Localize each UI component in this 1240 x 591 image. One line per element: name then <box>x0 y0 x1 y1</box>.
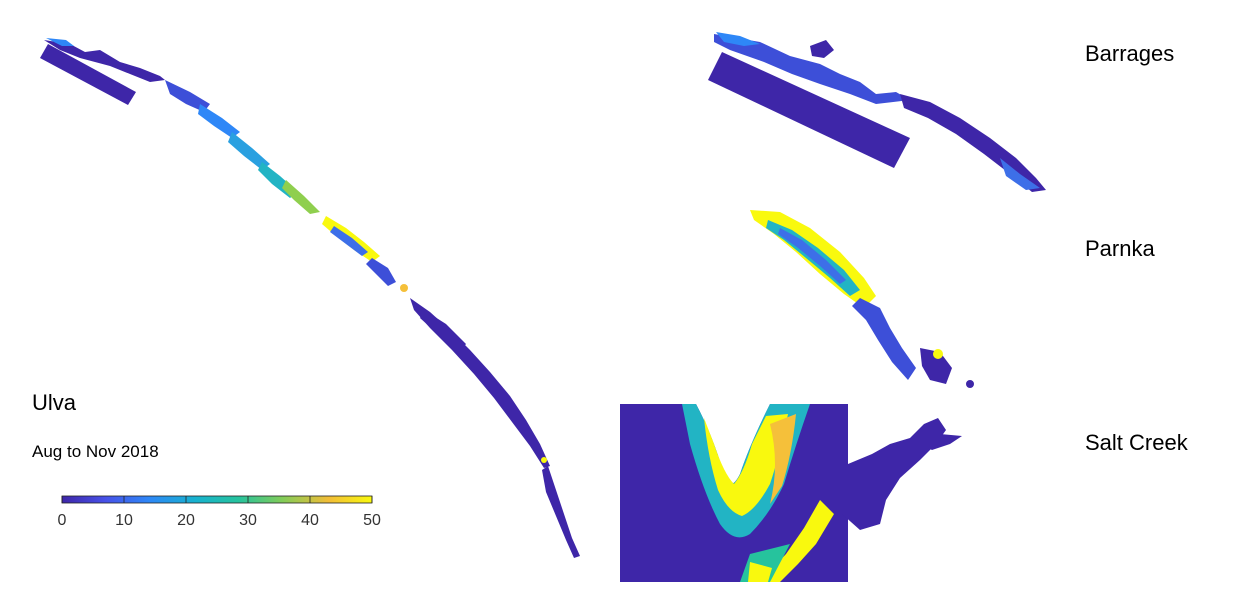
salt-creek-channel-yellow <box>760 500 834 582</box>
period-label: Aug to Nov 2018 <box>32 442 159 461</box>
south-lagoon-lobe <box>420 310 466 352</box>
parnka-narrows-core <box>330 226 368 256</box>
parnka-narrows-tail <box>366 258 396 286</box>
colorbar-tick-label: 40 <box>301 512 319 529</box>
salt-creek-stem <box>842 418 946 530</box>
south-lagoon <box>410 298 550 468</box>
inset-label-barrages: Barrages <box>1085 41 1175 66</box>
salt-creek-stem-branch <box>920 434 962 450</box>
inset-salt-creek-map <box>620 404 962 582</box>
inset-label-salt-creek: Salt Creek <box>1085 430 1188 455</box>
colorbar-tick-label: 10 <box>115 512 133 529</box>
colorbar-tick-label: 20 <box>177 512 195 529</box>
parnka-south-lobe <box>920 348 952 384</box>
inset-barrages-map <box>708 32 1046 192</box>
colorbar-gradient <box>61 495 373 504</box>
north-lagoon-segment-1 <box>165 80 210 112</box>
variable-label: Ulva <box>32 390 77 415</box>
north-lagoon-segment-3 <box>228 132 270 170</box>
inset-parnka-map <box>750 210 974 388</box>
salt-creek-channel <box>542 466 580 558</box>
north-lagoon-segment-2 <box>198 104 240 138</box>
barrages-island <box>810 40 834 58</box>
south-lagoon-hotspot <box>541 457 547 463</box>
colorbar <box>61 495 373 504</box>
salt-creek-corner-yellow <box>748 562 772 582</box>
salt-creek-shore-yellow <box>704 414 788 516</box>
barrages-lightblue-region <box>716 32 760 46</box>
colorbar-tick-label: 0 <box>57 512 67 529</box>
barrages-lagoon-lightblue <box>1000 158 1040 190</box>
colorbar-tick-label: 30 <box>239 512 257 529</box>
parnka-inset-hotspot <box>933 349 943 359</box>
parnka-inset-dot <box>966 380 974 388</box>
inset-label-parnka: Parnka <box>1085 236 1155 261</box>
murray-mouth <box>44 40 165 82</box>
colorbar-tick-label: 50 <box>363 512 381 529</box>
mouth-lightblue-channel <box>46 38 74 46</box>
north-lagoon-segment-5 <box>282 180 320 214</box>
barrages-mouth-channel <box>714 34 910 104</box>
salt-creek-land <box>696 404 770 484</box>
salt-creek-shore-amber <box>770 414 796 504</box>
barrages-ocean-block <box>708 52 910 168</box>
parnka-lower-channel <box>852 298 916 380</box>
parnka-hotspot <box>400 284 408 292</box>
ocean-boundary-block <box>40 44 136 105</box>
parnka-core-blue <box>778 228 846 284</box>
